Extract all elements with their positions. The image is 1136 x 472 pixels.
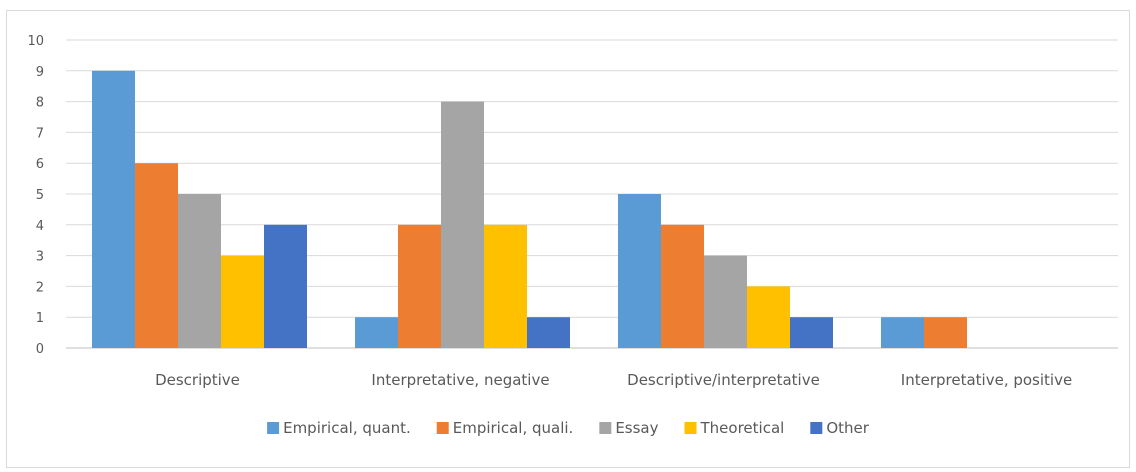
bar xyxy=(881,317,924,348)
y-tick-label: 8 xyxy=(36,96,44,111)
legend-label: Other xyxy=(826,419,869,437)
bar xyxy=(924,317,967,348)
bar xyxy=(355,317,398,348)
legend-swatch xyxy=(810,422,823,434)
y-tick-label: 3 xyxy=(36,250,44,265)
y-axis-tick-labels: 0 1 2 3 4 5 6 7 8 9 10 xyxy=(27,34,44,357)
legend-item: Essay xyxy=(599,419,659,437)
y-tick-label: 1 xyxy=(36,311,44,326)
bar xyxy=(221,255,264,348)
bar xyxy=(618,194,661,348)
bar xyxy=(92,70,135,349)
legend-item: Theoretical xyxy=(684,419,785,437)
legend-label: Empirical, quali. xyxy=(453,419,574,437)
legend: Empirical, quant. Empirical, quali. Essay T… xyxy=(267,419,870,437)
legend-label: Theoretical xyxy=(700,419,785,437)
y-tick-label: 6 xyxy=(36,157,44,172)
legend-label: Empirical, quant. xyxy=(283,419,411,437)
bar xyxy=(178,194,221,348)
legend-label: Essay xyxy=(615,419,658,437)
bar xyxy=(661,224,704,348)
legend-item: Other xyxy=(810,419,870,437)
legend-swatch xyxy=(267,422,280,434)
y-tick-label: 9 xyxy=(36,65,44,80)
legend-item: Empirical, quali. xyxy=(436,419,574,437)
y-tick-label: 4 xyxy=(36,219,44,234)
y-tick-label: 10 xyxy=(27,34,44,49)
bar xyxy=(704,255,747,348)
y-tick-label: 5 xyxy=(36,188,44,203)
bar xyxy=(527,317,570,348)
legend-swatch xyxy=(436,422,449,434)
x-category-label: Descriptive xyxy=(155,371,240,389)
x-axis-category-labels: Descriptive Interpretative, negative Descr… xyxy=(155,371,1072,389)
y-tick-label: 0 xyxy=(36,342,44,357)
bar xyxy=(747,286,790,348)
x-category-label: Interpretative, negative xyxy=(371,371,549,389)
bar xyxy=(441,101,484,348)
legend-swatch xyxy=(599,422,612,434)
bar xyxy=(264,224,307,348)
x-category-label: Interpretative, positive xyxy=(901,371,1072,389)
bars xyxy=(92,70,967,349)
x-category-label: Descriptive/interpretative xyxy=(627,371,820,389)
legend-swatch xyxy=(684,422,697,434)
bar xyxy=(484,224,527,348)
legend-item: Empirical, quant. xyxy=(267,419,411,437)
y-tick-label: 7 xyxy=(36,126,44,141)
bar xyxy=(135,163,178,348)
bar xyxy=(398,224,441,348)
bar xyxy=(790,317,833,348)
y-tick-label: 2 xyxy=(36,280,44,295)
